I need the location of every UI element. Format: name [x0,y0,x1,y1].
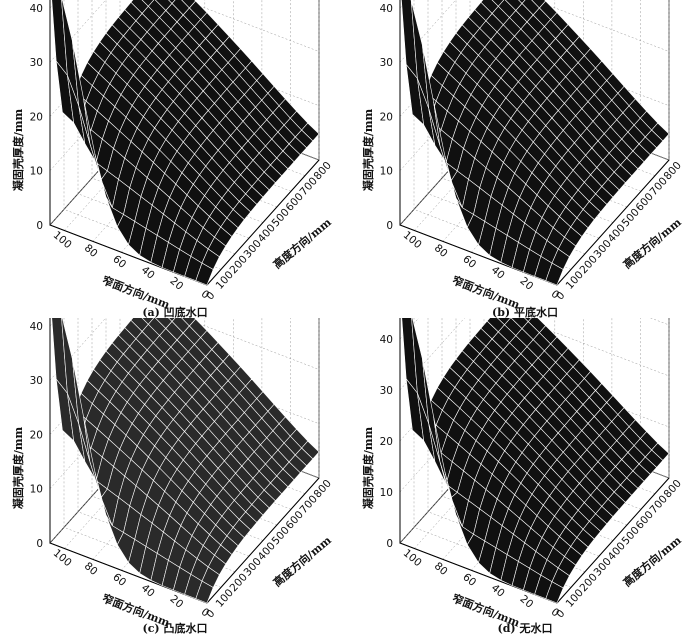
x-tick-label: 20 [517,593,535,611]
caption-d: (d) 无水口 [497,622,553,635]
z-tick-label: 40 [380,3,393,15]
surface-cell [195,262,214,286]
z-tick-label: 30 [30,375,43,387]
panel-b: 0 20 40 60 80 100 0 100 200 300 400 500 600 700 800 0 10… [350,0,700,319]
panel-a: 0 20 40 60 80 100 0 100 200 300 400 500 600 700 800 0 10… [0,0,350,319]
z-tick-label: 40 [30,321,43,333]
surface-cell [524,318,532,323]
z-axis-label: 凝固壳厚度/mm [361,426,375,509]
caption-a: (a) 凹底水口 [142,306,208,319]
x-tick-label: 40 [139,582,157,600]
z-tick-label: 20 [30,429,43,441]
x-tick-label: 20 [167,593,185,611]
panel-c: 0 20 40 60 80 100 0 100 200 300 400 500 600 700 800 0 10… [0,318,350,636]
z-tick-label: 0 [386,220,393,232]
surface [51,0,320,286]
z-tick-label: 40 [380,334,393,346]
surface-cell [168,0,176,4]
surface [401,0,670,286]
y-axis-line [206,477,320,604]
x-tick-label: 20 [517,275,535,293]
z-tick-label: 40 [30,3,43,15]
x-tick-label: 20 [167,275,185,293]
z-tick-label: 30 [380,385,393,397]
y-axis-line [556,159,670,286]
z-tick-label: 0 [386,538,393,550]
z-tick-label: 10 [30,484,43,496]
x-tick-label: 80 [82,242,100,260]
z-tick-label: 0 [36,538,43,550]
x-tick-label: 80 [82,560,100,578]
y-axis-line [206,159,320,286]
surface-chart-d: 0204060801000100200300400500600700800010… [361,318,684,630]
z-tick-label: 20 [380,111,393,123]
y-axis-line [556,477,670,604]
x-tick-label: 40 [489,264,507,282]
z-tick-label: 20 [30,111,43,123]
z-tick-label: 10 [380,166,393,178]
x-tick-label: 60 [110,253,128,271]
z-tick-label: 30 [30,57,43,69]
x-tick-label: 60 [460,253,478,271]
surface-chart-c: 0204060801000100200300400500600700800010… [11,318,334,630]
surface [401,318,670,604]
surface-cell [545,262,564,286]
surface [51,318,320,604]
surface-cell [545,581,564,604]
z-tick-label: 0 [36,220,43,232]
panel-d: 0 20 40 60 80 100 0 100 200 300 400 500 600 700 800 0 10… [350,318,700,636]
surface-cell [518,0,526,4]
z-tick-label: 20 [380,436,393,448]
z-tick-label: 10 [30,166,43,178]
z-tick-label: 30 [380,57,393,69]
x-tick-label: 40 [139,264,157,282]
x-tick-label: 80 [432,242,450,260]
x-tick-label: 80 [432,560,450,578]
caption-b: (b) 平底水口 [492,306,558,319]
x-tick-label: 60 [460,571,478,589]
surface-cell [168,318,176,322]
z-tick-label: 10 [380,487,393,499]
x-tick-label: 40 [489,582,507,600]
surface-chart-a: 0204060801000100200300400500600700800010… [11,0,334,312]
x-tick-label: 60 [110,571,128,589]
z-axis-label: 凝固壳厚度/mm [11,108,25,191]
caption-c: (c) 凸底水口 [142,622,208,635]
surface-chart-b: 0204060801000100200300400500600700800010… [361,0,684,312]
z-axis-label: 凝固壳厚度/mm [11,426,25,509]
surface-cell [195,580,214,604]
z-axis-label: 凝固壳厚度/mm [361,108,375,191]
